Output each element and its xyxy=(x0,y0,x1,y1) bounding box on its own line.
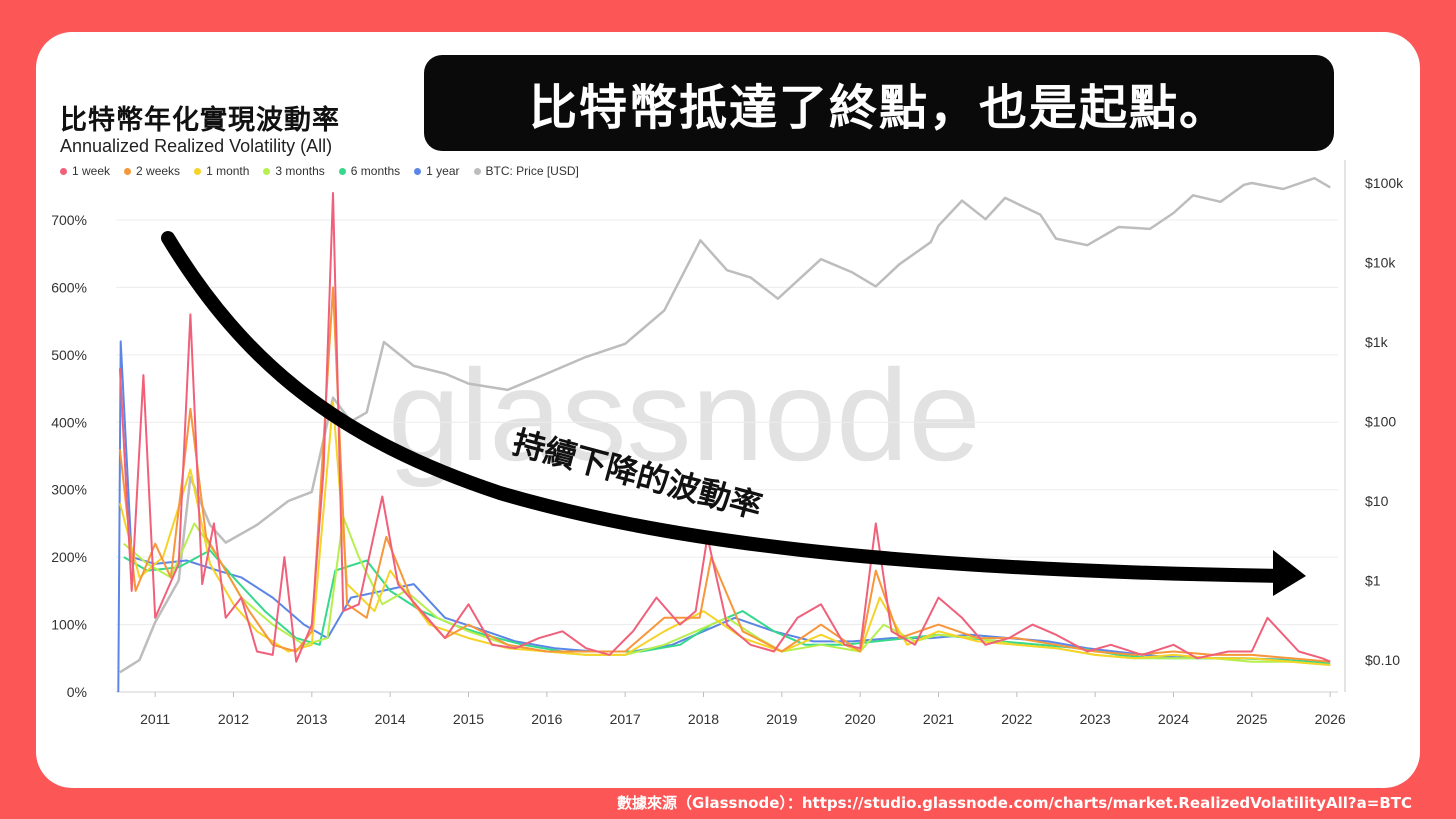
y2-tick-label: $1 xyxy=(1365,573,1381,589)
chart-series xyxy=(117,176,1331,693)
x-tick-label: 2016 xyxy=(531,711,562,727)
x-tick-label: 2019 xyxy=(766,711,797,727)
glassnode-watermark: glassnode xyxy=(388,342,981,488)
legend-label: 1 week xyxy=(72,164,111,178)
chart-title-en: Annualized Realized Volatility (All) xyxy=(60,136,333,156)
legend-item[interactable]: 2 weeks xyxy=(124,164,180,178)
chart-legend: 1 week 2 weeks 1 month 3 months 6 months 1 ye… xyxy=(60,164,579,178)
legend-label: 1 month xyxy=(206,164,250,178)
y2-tick-label: $0.10 xyxy=(1365,652,1400,668)
x-tick-label: 2011 xyxy=(140,711,170,727)
y-tick-label: 700% xyxy=(51,212,87,228)
y-tick-label: 300% xyxy=(51,482,87,498)
x-tick-label: 2022 xyxy=(1001,711,1032,727)
y-tick-label: 400% xyxy=(51,414,87,430)
legend-swatch xyxy=(263,167,271,175)
y-tick-label: 0% xyxy=(67,684,87,700)
x-tick-label: 2026 xyxy=(1315,711,1346,727)
legend-swatch xyxy=(338,167,346,175)
x-tick-label: 2015 xyxy=(453,711,484,727)
y-tick-label: 100% xyxy=(51,617,87,633)
y2-tick-label: $1k xyxy=(1365,334,1389,350)
x-tick-label: 2017 xyxy=(610,711,641,727)
legend-label: 1 year xyxy=(426,164,460,178)
downtrend-arrow-head xyxy=(1273,550,1306,596)
legend-swatch xyxy=(60,167,67,175)
x-tick-label: 2024 xyxy=(1158,711,1189,727)
legend-swatch xyxy=(124,167,132,175)
legend-item[interactable]: BTC: Price [USD] xyxy=(473,164,579,178)
legend-item[interactable]: 1 year xyxy=(414,164,460,178)
x-tick-label: 2012 xyxy=(218,711,249,727)
legend-item[interactable]: 1 week xyxy=(60,164,110,178)
source-citation: 數據來源（Glassnode）：https://studio.glassnode… xyxy=(617,794,1412,812)
series-line-1-week xyxy=(118,192,1331,663)
legend-item[interactable]: 6 months xyxy=(338,164,401,178)
legend-label: 3 months xyxy=(275,164,325,178)
legend-swatch xyxy=(473,167,481,175)
y-tick-label: 500% xyxy=(51,347,87,363)
x-tick-label: 2014 xyxy=(375,711,406,727)
series-line-btc-price-usd- xyxy=(119,176,1331,674)
x-tick-label: 2025 xyxy=(1236,711,1267,727)
y2-tick-label: $100 xyxy=(1365,414,1396,430)
x-tick-label: 2013 xyxy=(296,711,327,727)
legend-swatch xyxy=(414,167,422,175)
x-tick-label: 2018 xyxy=(688,711,719,727)
downtrend-arrow xyxy=(161,231,1292,583)
legend-label: BTC: Price [USD] xyxy=(485,164,579,178)
series-line-1-month xyxy=(118,401,1331,666)
y-axis-left: 0% 100% 200% 300% 400% 500% 600% 700% xyxy=(51,212,87,700)
x-tick-label: 2023 xyxy=(1080,711,1111,727)
y2-tick-label: $10k xyxy=(1365,255,1396,271)
series-line-2-weeks xyxy=(118,286,1331,663)
chart-card xyxy=(36,32,1420,788)
chart-title-zh: 比特幣年化實現波動率 xyxy=(60,105,340,136)
headline-banner: 比特幣抵達了終點，也是起點。 xyxy=(424,55,1334,151)
y2-tick-label: $10 xyxy=(1365,493,1389,509)
x-axis: 2011 2012 2013 2014 2015 2016 2017 2018 2019 2020… xyxy=(116,691,1346,727)
y-tick-label: 200% xyxy=(51,549,87,565)
y-axis-right: $0.10 $1 $10 $100 $1k $10k $100k xyxy=(1344,160,1404,692)
y2-tick-label: $100k xyxy=(1365,175,1404,191)
legend-label: 2 weeks xyxy=(136,164,181,178)
x-tick-label: 2020 xyxy=(845,711,876,727)
legend-item[interactable]: 1 month xyxy=(194,164,249,178)
legend-swatch xyxy=(194,167,202,175)
y-tick-label: 600% xyxy=(51,279,87,295)
x-tick-label: 2021 xyxy=(923,711,954,727)
legend-item[interactable]: 3 months xyxy=(263,164,325,178)
legend-label: 6 months xyxy=(350,164,401,178)
